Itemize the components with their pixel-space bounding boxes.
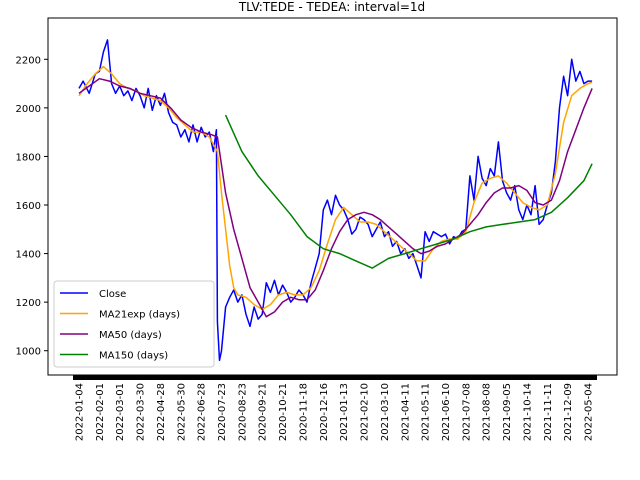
y-tick-label: 1000 bbox=[16, 347, 41, 358]
legend-label: Close bbox=[99, 289, 126, 300]
y-tick-label: 2200 bbox=[16, 55, 41, 66]
x-tick-label: 2021-09-05 bbox=[502, 383, 513, 441]
legend: Close MA21exp (days) MA50 (days) MA150 (day… bbox=[53, 280, 215, 368]
series-line-close bbox=[78, 39, 593, 362]
x-tick-label: 2022-06-28 bbox=[197, 383, 208, 441]
y-tick-label: 1600 bbox=[16, 201, 41, 212]
x-tick-label: 2020-10-21 bbox=[278, 383, 289, 441]
series-line-ma150-days bbox=[224, 114, 593, 269]
x-tick-label: 2021-01-13 bbox=[339, 383, 350, 441]
y-tick-label: 1200 bbox=[16, 298, 41, 309]
x-tick-label: 2020-09-21 bbox=[258, 383, 269, 441]
x-tick-label: 2020-12-16 bbox=[319, 383, 330, 441]
chart-title: TLV:TEDE - TEDEA: interval=1d bbox=[238, 0, 425, 14]
y-tick-label: 1400 bbox=[16, 250, 41, 261]
series-line-ma21exp-days bbox=[78, 65, 593, 311]
x-tick-label: 2022-04-28 bbox=[156, 383, 167, 441]
x-axis: 2022-01-04 2022-02-01 2022-03-01 2022-03-30… bbox=[73, 375, 597, 441]
x-tick-label: 2021-11-11 bbox=[543, 383, 554, 441]
x-tick-label: 2020-08-23 bbox=[237, 383, 248, 441]
x-tick-label: 2021-08-08 bbox=[482, 383, 493, 441]
legend-label: MA50 (days) bbox=[99, 330, 162, 341]
x-tick-label: 2022-03-01 bbox=[115, 383, 126, 441]
x-tick-label: 2021-05-11 bbox=[421, 383, 432, 441]
x-tick-label: 2020-07-23 bbox=[217, 383, 228, 441]
x-tick-label: 2021-02-10 bbox=[360, 383, 371, 441]
x-tick-label: 2021-10-14 bbox=[522, 383, 533, 441]
x-tick-label: 2022-05-04 bbox=[584, 383, 595, 441]
plot-area bbox=[78, 39, 593, 362]
y-tick-label: 2000 bbox=[16, 104, 41, 115]
legend-box bbox=[53, 280, 215, 368]
x-tick-label: 2021-07-08 bbox=[461, 383, 472, 441]
x-tick-label: 2021-06-10 bbox=[441, 383, 452, 441]
x-tick-label: 2021-03-10 bbox=[380, 383, 391, 441]
legend-label: MA150 (days) bbox=[99, 351, 168, 362]
y-axis: 1000 1200 1400 1600 1800 2000 2200 bbox=[16, 55, 48, 358]
x-tick-label: 2021-12-09 bbox=[563, 383, 574, 441]
x-tick-band bbox=[73, 375, 597, 380]
x-tick-label: 2020-11-18 bbox=[298, 383, 309, 441]
x-tick-label: 2022-01-04 bbox=[75, 383, 86, 441]
x-tick-label: 2022-03-30 bbox=[136, 383, 147, 441]
x-tick-label: 2022-05-30 bbox=[176, 383, 187, 441]
y-tick-label: 1800 bbox=[16, 152, 41, 163]
legend-label: MA21exp (days) bbox=[99, 310, 180, 321]
x-tick-label: 2021-04-11 bbox=[400, 383, 411, 441]
x-tick-label: 2022-02-01 bbox=[95, 383, 106, 441]
series-line-ma50-days bbox=[78, 77, 593, 318]
